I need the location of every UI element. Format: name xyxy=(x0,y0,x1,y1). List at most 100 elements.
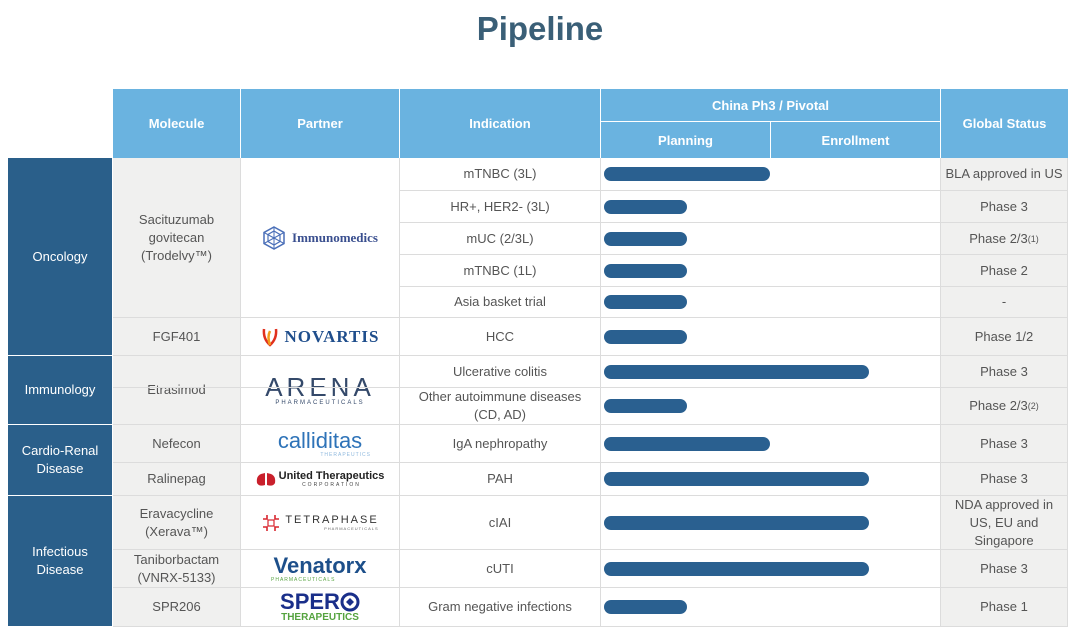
global-status-text: Phase 3 xyxy=(980,435,1028,451)
category-infectious: Infectious Disease xyxy=(8,496,112,626)
global-status-cell: Phase 3 xyxy=(941,550,1067,587)
progress-bar xyxy=(604,232,687,246)
global-status-text: Phase 2/3 xyxy=(969,398,1028,413)
indication-cell: HR+, HER2- (3L) xyxy=(450,198,550,214)
indication-cell: mTNBC (1L) xyxy=(463,262,537,278)
spero-sub-label: THERAPEUTICS xyxy=(281,612,359,623)
immunomedics-label: Immunomedics xyxy=(292,229,378,245)
global-status-text: Phase 2 xyxy=(980,262,1028,278)
partner-calliditas: calliditas THERAPEUTICS xyxy=(241,425,399,462)
global-status-cell: Phase 2/3 (2) xyxy=(941,388,1067,424)
table-right-border xyxy=(1067,158,1068,626)
global-status-cell: NDA approved in US, EU and Singapore xyxy=(941,496,1067,549)
indication-cell: Asia basket trial xyxy=(454,294,546,309)
calliditas-label: calliditas xyxy=(277,427,363,453)
tetraphase-icon xyxy=(263,514,280,531)
progress-bar xyxy=(604,562,869,576)
global-status-text: Phase 1 xyxy=(980,599,1028,614)
table-bottom-border xyxy=(113,626,1068,627)
row-divider xyxy=(113,317,1068,318)
header-planning: Planning xyxy=(601,122,770,158)
venatorx-sub-label: PHARMACEUTICALS xyxy=(271,576,336,583)
tetraphase-label: TETRAPHASE xyxy=(285,514,379,526)
molecule-etrasimod: Etrasimod xyxy=(113,356,240,424)
category-oncology: Oncology xyxy=(8,158,112,355)
partner-left-border xyxy=(240,158,241,626)
header-molecule: Molecule xyxy=(113,89,240,158)
progress-bar xyxy=(604,399,687,413)
novartis-flame-icon xyxy=(262,328,277,347)
global-status-text: Phase 1/2 xyxy=(974,328,1034,344)
global-status-cell: Phase 1 xyxy=(941,588,1067,626)
partner-tetraphase: TETRAPHASE PHARMACEUTICALS xyxy=(241,496,399,549)
partner-venatorx: Venatorx PHARMACEUTICALS xyxy=(241,550,399,587)
row-divider xyxy=(113,587,1068,588)
category-cardio-renal: Cardio-Renal Disease xyxy=(8,425,112,495)
indication-left-border xyxy=(399,158,400,626)
global-status-cell: Phase 3 xyxy=(941,463,1067,495)
indication-cell: cIAI xyxy=(488,514,512,530)
partner-united-therapeutics: United Therapeutics CORPORATION xyxy=(241,463,399,495)
progress-bar xyxy=(604,472,869,486)
molecule-fgf401: FGF401 xyxy=(113,318,240,355)
progress-bar xyxy=(604,200,687,214)
global-status-cell: Phase 2/3 (1) xyxy=(941,223,1067,254)
row-divider xyxy=(113,355,1068,356)
progress-bar xyxy=(604,600,687,614)
global-status-cell: Phase 3 xyxy=(941,356,1067,387)
indication-cell: cUTI xyxy=(486,560,514,576)
progress-bar xyxy=(604,437,770,451)
united-sub-label: CORPORATION xyxy=(302,482,361,488)
progress-bar xyxy=(604,330,687,344)
row-divider xyxy=(113,462,1068,463)
global-status-cell: BLA approved in US xyxy=(941,158,1067,190)
spero-o-icon xyxy=(340,592,360,612)
global-status-cell: Phase 3 xyxy=(941,191,1067,222)
progress-bar xyxy=(604,365,869,379)
molecule-taniborbactam: Taniborbactam (VNRX-5133) xyxy=(113,550,240,587)
molecule-nefecon: Nefecon xyxy=(113,425,240,462)
progress-bar xyxy=(604,295,687,309)
indication-cell: Ulcerative colitis xyxy=(453,363,547,379)
progress-bar xyxy=(604,264,687,278)
spero-label: SPER xyxy=(280,589,340,614)
header-enrollment: Enrollment xyxy=(771,122,940,158)
row-divider xyxy=(400,286,1068,287)
header-global-status: Global Status xyxy=(941,89,1068,158)
partner-immunomedics: Immunomedics xyxy=(241,158,399,317)
indication-cell: HCC xyxy=(485,328,515,344)
row-divider xyxy=(113,387,1068,388)
row-divider xyxy=(400,190,1068,191)
united-label: United Therapeutics xyxy=(278,470,385,482)
row-divider xyxy=(113,495,1068,496)
global-status-cell: - xyxy=(941,287,1067,317)
progress-bar xyxy=(604,516,869,530)
global-status-text: BLA approved in US xyxy=(945,166,1063,181)
indication-cell: mUC (2/3L) xyxy=(466,230,534,246)
novartis-label: NOVARTIS xyxy=(284,326,380,346)
category-immunology: Immunology xyxy=(8,356,112,424)
global-status-text: NDA approved in US, EU and Singapore xyxy=(954,496,1054,548)
immunomedics-logo-icon xyxy=(263,225,285,250)
header-china-group: China Ph3 / Pivotal xyxy=(601,89,940,121)
indication-cell: Other autoimmune diseases (CD, AD) xyxy=(418,389,582,422)
global-status-text: - xyxy=(1001,294,1007,309)
global-status-text: Phase 3 xyxy=(980,363,1028,379)
status-left-border xyxy=(940,158,941,626)
header-indication: Indication xyxy=(400,89,600,158)
bar-left-border xyxy=(600,158,601,626)
page-title: Pipeline xyxy=(476,10,604,47)
global-status-cell: Phase 1/2 xyxy=(941,318,1067,355)
tetraphase-sub-label: PHARMACEUTICALS xyxy=(324,526,379,531)
partner-arena: ARENA PHARMACEUTICALS xyxy=(241,356,399,424)
indication-cell: Gram negative infections xyxy=(428,599,572,614)
partner-spero: SPER THERAPEUTICS xyxy=(241,588,399,626)
progress-bar xyxy=(604,167,770,181)
header-partner: Partner xyxy=(241,89,399,158)
molecule-spr206: SPR206 xyxy=(113,588,240,626)
molecule-eravacycline: Eravacycline (Xerava™) xyxy=(113,496,240,549)
global-status-cell: Phase 2 xyxy=(941,255,1067,286)
row-divider xyxy=(400,254,1068,255)
indication-cell: PAH xyxy=(487,471,513,486)
global-status-cell: Phase 3 xyxy=(941,425,1067,462)
